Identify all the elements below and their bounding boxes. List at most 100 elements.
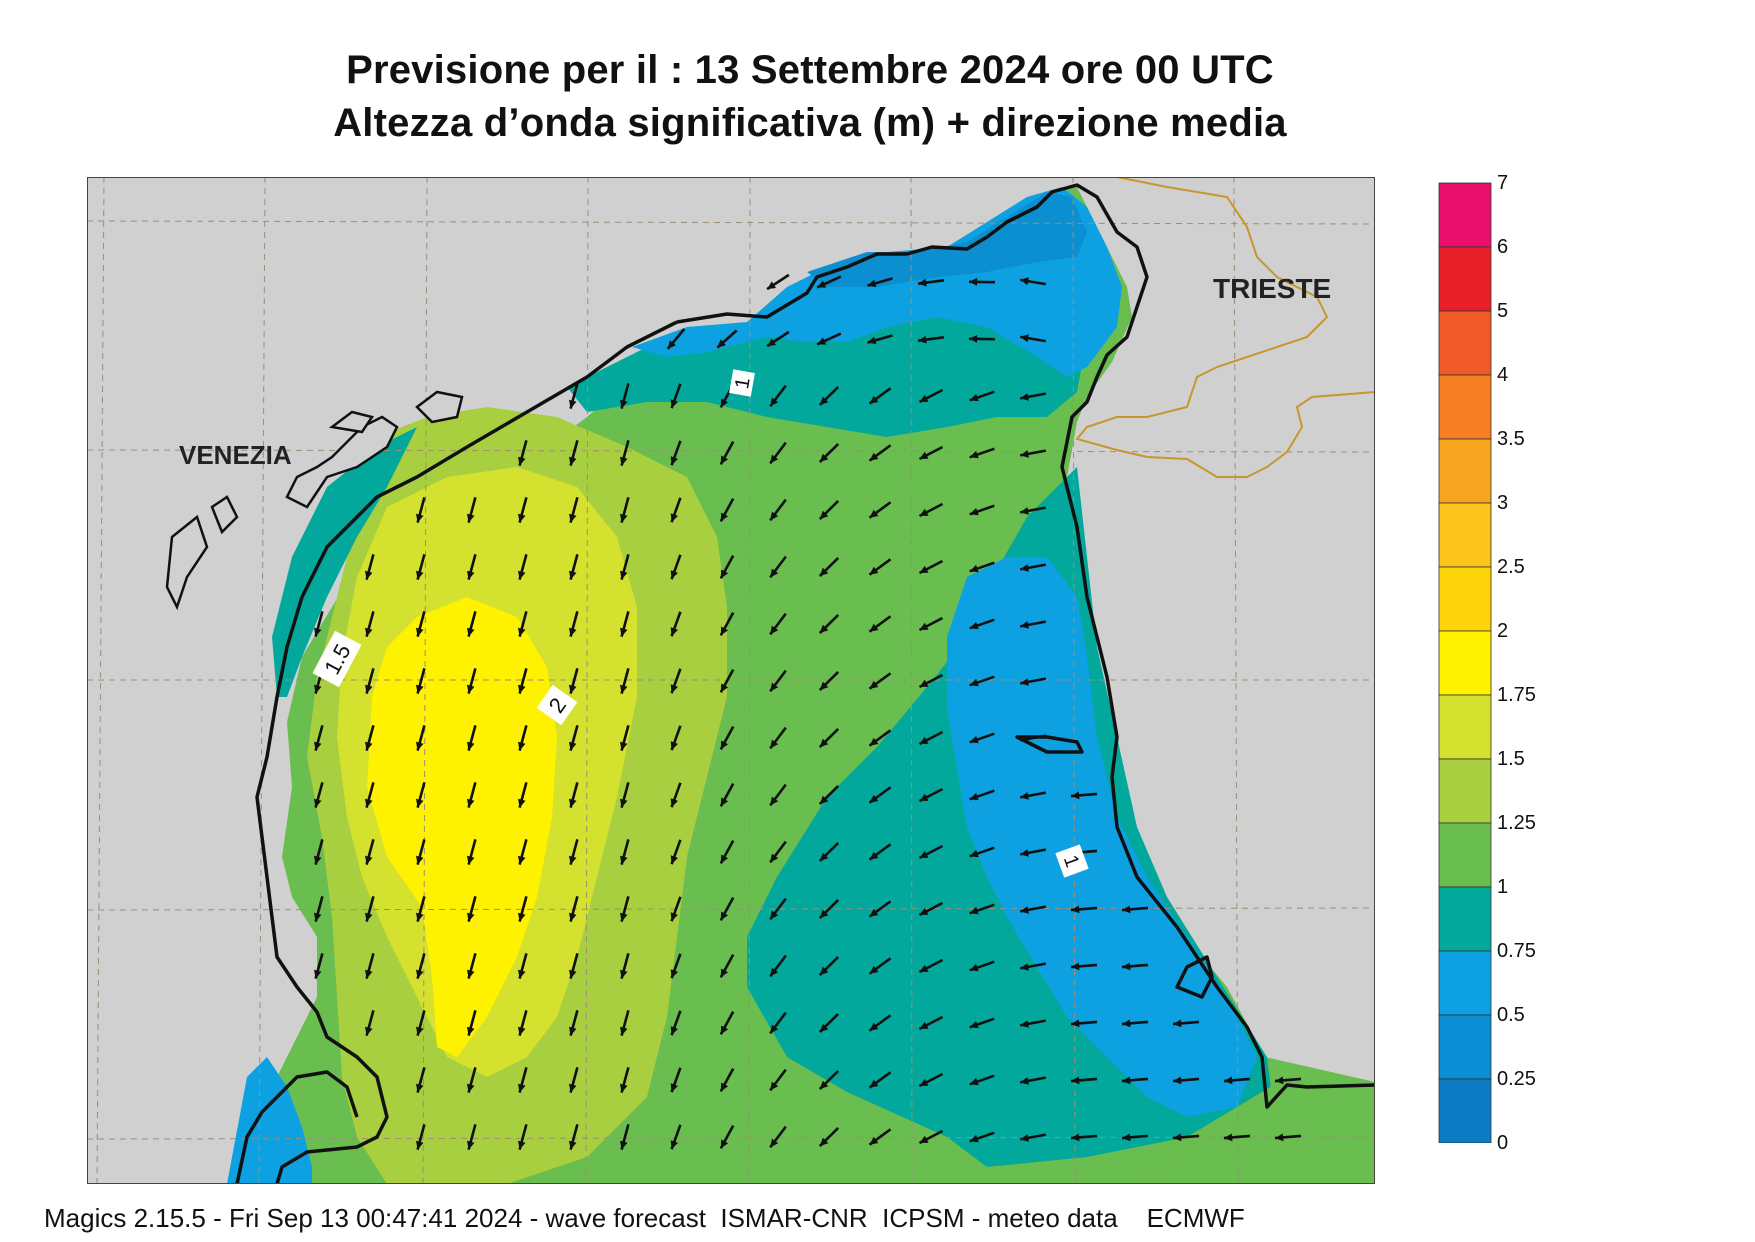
wave-arrow-head [869, 566, 879, 575]
wave-arrow-head [569, 684, 577, 694]
wave-arrow-head [919, 394, 929, 402]
city-label-venezia: VENEZIA [179, 440, 292, 470]
footer-credit: Magics 2.15.5 - Fri Sep 13 00:47:41 2024… [44, 1203, 1245, 1233]
wave-arrow-head [518, 1140, 526, 1150]
wave-arrow-head [1122, 962, 1131, 971]
wave-arrow-head [770, 397, 779, 407]
wave-arrow-head [569, 855, 577, 865]
wave-arrow-head [416, 1140, 424, 1150]
wave-arrow-head [1071, 1019, 1080, 1028]
legend-swatch [1438, 310, 1492, 376]
wave-height-map: VENEZIA TRIESTE 1.5 2 1 1 [87, 177, 1375, 1184]
wave-arrow-head [1020, 678, 1029, 686]
wave-arrow-head [1122, 1019, 1131, 1028]
wave-arrow-head [518, 684, 526, 694]
legend-swatch [1438, 502, 1492, 568]
wave-arrow-head [670, 513, 678, 523]
wave-arrow-head [670, 1083, 678, 1093]
wave-arrow-head [770, 796, 779, 806]
map-frame [87, 177, 1375, 1184]
legend-label: 2 [1497, 620, 1509, 642]
wave-arrow-head [314, 798, 322, 808]
wave-band-2-2.5 [367, 597, 557, 1057]
wave-arrow-head [720, 626, 729, 636]
wave-arrow-head [919, 736, 929, 744]
legend-swatch [1438, 1014, 1492, 1080]
wave-arrow-head [467, 513, 475, 523]
wave-arrow-head [1224, 1133, 1233, 1142]
wave-arrow-head [720, 455, 729, 465]
wave-arrow-head [919, 679, 929, 687]
wave-arrow-head [1020, 621, 1029, 629]
wave-arrow-head [720, 797, 729, 807]
wave-arrow-head [1071, 791, 1080, 800]
wave-arrow-head [1020, 393, 1029, 401]
wave-arrow-head [365, 570, 373, 580]
wave-arrow-head [969, 1077, 979, 1086]
wave-arrow-head [518, 855, 526, 865]
wave-arrow-head [365, 627, 373, 637]
wave-arrow-head [869, 1022, 879, 1031]
wave-arrow-head [720, 398, 729, 408]
wave-arrow-head [1122, 1076, 1131, 1085]
legend-swatch [1438, 822, 1492, 888]
city-label-trieste: TRIESTE [1213, 273, 1331, 304]
wave-arrow-head [770, 454, 779, 464]
wave-arrow-head [969, 278, 978, 286]
wave-arrow-head [969, 792, 979, 801]
wave-arrow-head [720, 569, 729, 579]
wave-arrow-head [817, 337, 827, 345]
wave-arrow-head [416, 855, 424, 865]
map-title: Previsione per il : 13 Settembre 2024 or… [346, 48, 1274, 92]
wave-arrow-head [620, 399, 628, 409]
wave-arrow-head [518, 798, 526, 808]
wave-arrow-head [919, 508, 929, 516]
wave-arrow-head [620, 456, 628, 466]
wave-arrow-head [919, 622, 929, 630]
wave-arrow-head [670, 684, 678, 694]
wave-arrow-head [1020, 849, 1029, 857]
wave-arrow-head [720, 1025, 729, 1035]
wave-arrow-head [1173, 1133, 1182, 1142]
wave-arrow-head [819, 681, 829, 691]
wave-arrow-head [569, 798, 577, 808]
wave-arrow-head [919, 907, 929, 915]
wave-arrow-head [1020, 906, 1029, 914]
wave-arrow-head [620, 1083, 628, 1093]
legend-swatch [1438, 182, 1492, 248]
wave-arrow-head [569, 1140, 577, 1150]
wave-arrow-head [1020, 735, 1029, 743]
contour-label-1-north: 1 [729, 369, 755, 397]
wave-arrow-head [670, 969, 678, 979]
colorbar-legend [1438, 182, 1492, 1143]
wave-arrow-head [1275, 1076, 1284, 1085]
wave-arrow-head [416, 1026, 424, 1036]
wave-arrow-head [416, 969, 424, 979]
wave-arrow-head [1020, 277, 1029, 286]
wave-arrow-head [314, 741, 322, 751]
wave-arrow-head [770, 910, 779, 920]
legend-label: 0.75 [1497, 940, 1536, 962]
wave-arrow-head [819, 1137, 829, 1147]
svg-text:1: 1 [731, 376, 755, 391]
legend-label: 7 [1497, 172, 1509, 194]
wave-arrow-head [919, 793, 929, 801]
wave-arrow-head [869, 623, 879, 632]
wave-arrow-head [969, 849, 979, 858]
wave-arrow-head [467, 627, 475, 637]
wave-arrow-head [467, 741, 475, 751]
wave-arrow-head [518, 456, 526, 466]
wave-arrow-head [819, 852, 829, 862]
wave-arrow-head [467, 798, 475, 808]
wave-arrow-head [667, 340, 676, 349]
wave-arrow-head [314, 684, 322, 694]
wave-arrow-head [416, 912, 424, 922]
wave-arrow-head [720, 1082, 729, 1092]
wave-arrow-head [919, 964, 929, 972]
wave-arrow-head [365, 741, 373, 751]
contour-label-2: 2 [536, 684, 578, 726]
wave-arrow-head [620, 627, 628, 637]
wave-arrow-head [416, 741, 424, 751]
wave-band-0.75-1-east [947, 557, 1257, 1117]
wave-arrow-head [869, 794, 879, 803]
